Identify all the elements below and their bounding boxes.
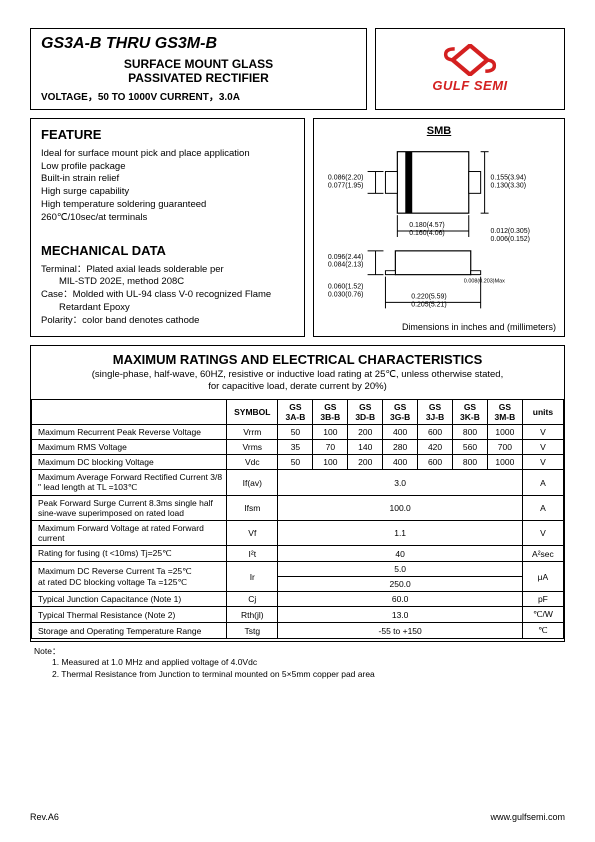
feature-line: Low profile package [41,161,294,174]
feature-box: FEATURE Ideal for surface mount pick and… [30,118,305,337]
feature-line: Built-in strain relief [41,173,294,186]
terminal-sub: MIL-STD 202E, method 208C [41,276,294,289]
table-row: Typical Junction Capacitance (Note 1)Cj6… [32,592,564,607]
table-row: Maximum Forward Voltage at rated Forward… [32,521,564,546]
case-label: Case：Molded with UL-94 class V-0 recogni… [41,289,294,302]
svg-text:0.220(5.59): 0.220(5.59) [411,293,446,300]
brand-text: GULF SEMI [432,78,507,93]
table-row: Maximum Recurrent Peak Reverse VoltageVr… [32,425,564,440]
svg-text:0.084(2.13): 0.084(2.13) [328,262,363,269]
feature-line: Ideal for surface mount pick and place a… [41,148,294,161]
svg-text:0.012(0.305): 0.012(0.305) [491,228,530,235]
svg-text:0.008(0.203)Max: 0.008(0.203)Max [464,278,505,284]
mid-row: FEATURE Ideal for surface mount pick and… [30,118,565,337]
col-part: GS3M-B [487,400,522,425]
notes-heading: Note： [34,646,565,657]
table-row: Maximum DC blocking VoltageVdc5010020040… [32,455,564,470]
svg-text:0.077(1.95): 0.077(1.95) [328,182,363,189]
table-header-row: SYMBOL GS3A-B GS3B-B GS3D-B GS3G-B GS3J-… [32,400,564,425]
svg-text:0.130(3.30): 0.130(3.30) [491,182,526,189]
mechanical-heading: MECHANICAL DATA [41,243,294,258]
svg-text:0.180(4.57): 0.180(4.57) [409,222,444,229]
part-title: GS3A-B THRU GS3M-B [41,35,356,53]
title-box: GS3A-B THRU GS3M-B SURFACE MOUNT GLASS P… [30,28,367,110]
smb-title: SMB [320,125,558,137]
feature-list: Ideal for surface mount pick and place a… [41,148,294,225]
header-row: GS3A-B THRU GS3M-B SURFACE MOUNT GLASS P… [30,28,565,110]
gulf-semi-logo-icon [435,44,505,76]
feature-line: 260℃/10sec/at terminals [41,212,294,225]
polarity-label: Polarity：color band denotes cathode [41,315,294,328]
svg-text:0.096(2.44): 0.096(2.44) [328,254,363,261]
table-row: Rating for fusing (t <10ms) Tj=25℃I²t40A… [32,546,564,562]
table-row: Typical Thermal Resistance (Note 2)Rth(j… [32,607,564,623]
subtitle-1: SURFACE MOUNT GLASS [41,57,356,71]
footer: Rev.A6 www.gulfsemi.com [30,812,565,822]
diagram-box: SMB 0.086(2.20) 0.077(1.95) 0.155(3.94) … [313,118,565,337]
col-part: GS3D-B [348,400,383,425]
dim-caption: Dimensions in inches and (millimeters) [402,322,556,332]
feature-heading: FEATURE [41,127,294,142]
note-1: 1. Measured at 1.0 MHz and applied volta… [34,657,565,668]
note-2: 2. Thermal Resistance from Junction to t… [34,669,565,680]
svg-text:0.155(3.94): 0.155(3.94) [491,174,526,181]
case-sub: Retardant Epoxy [41,302,294,315]
feature-line: High surge capability [41,186,294,199]
url-label: www.gulfsemi.com [490,812,565,822]
col-part: GS3A-B [278,400,313,425]
svg-text:0.060(1.52): 0.060(1.52) [328,283,363,290]
terminal-label: Terminal：Plated axial leads solderable p… [41,264,294,277]
subtitle-2: PASSIVATED RECTIFIER [41,71,356,85]
logo-box: GULF SEMI [375,28,565,110]
col-part: GS3J-B [418,400,453,425]
feature-line: High temperature soldering guaranteed [41,199,294,212]
table-row: Storage and Operating Temperature RangeT… [32,623,564,639]
col-part: GS3B-B [313,400,348,425]
ratings-box: MAXIMUM RATINGS AND ELECTRICAL CHARACTER… [30,345,565,643]
col-units: units [522,400,563,425]
table-row: Peak Forward Surge Current 8.3ms single … [32,496,564,521]
voltage-line: VOLTAGE，50 TO 1000V CURRENT，3.0A [41,88,356,103]
table-row: Maximum RMS VoltageVrms35701402804205607… [32,440,564,455]
svg-text:0.006(0.152): 0.006(0.152) [491,236,530,243]
notes-block: Note： 1. Measured at 1.0 MHz and applied… [30,646,565,679]
svg-text:0.086(2.20): 0.086(2.20) [328,174,363,181]
col-part: GS3K-B [453,400,488,425]
table-row: Maximum Average Forward Rectified Curren… [32,470,564,496]
ratings-table: SYMBOL GS3A-B GS3B-B GS3D-B GS3G-B GS3J-… [31,399,564,639]
svg-text:0.030(0.76): 0.030(0.76) [328,291,363,298]
package-diagram-icon: 0.086(2.20) 0.077(1.95) 0.155(3.94) 0.13… [320,141,558,326]
ratings-cond: (single-phase, half-wave, 60HZ, resistiv… [31,369,564,394]
col-symbol: SYMBOL [227,400,278,425]
table-row: Maximum DC Reverse Current Ta =25℃ at ra… [32,562,564,577]
rev-label: Rev.A6 [30,812,59,822]
col-part: GS3G-B [383,400,418,425]
ratings-heading: MAXIMUM RATINGS AND ELECTRICAL CHARACTER… [31,352,564,367]
